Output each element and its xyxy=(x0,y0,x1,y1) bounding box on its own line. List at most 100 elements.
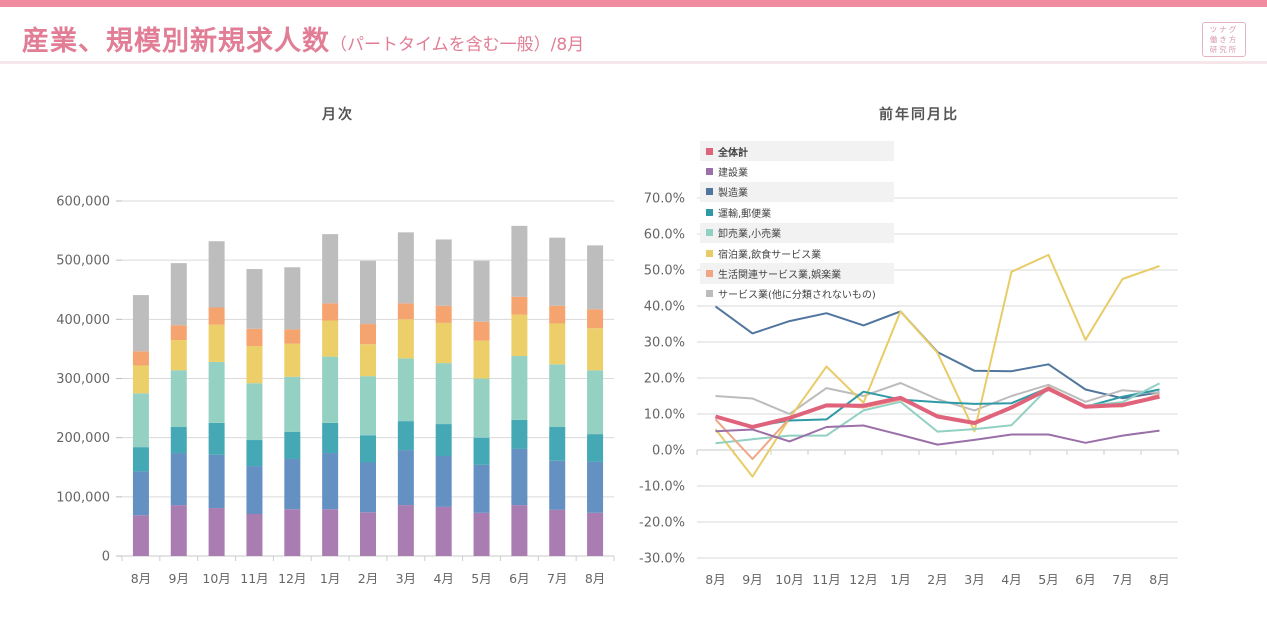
series-line xyxy=(714,386,1160,460)
y-tick-label: 10.0% xyxy=(644,408,685,423)
x-tick-label: 3月 xyxy=(964,572,984,587)
x-tick-label: 5月 xyxy=(1038,572,1058,587)
bar-segment xyxy=(435,456,452,507)
bar-segment xyxy=(587,461,604,513)
legend-item: 建設業 xyxy=(700,161,894,181)
legend-swatch xyxy=(706,249,713,257)
legend-item: 全体計 xyxy=(700,141,894,162)
bar-segment xyxy=(208,241,225,308)
bar-segment xyxy=(549,237,566,306)
bar-segment xyxy=(246,328,263,346)
bar-segment xyxy=(397,505,414,556)
bar-segment xyxy=(284,267,301,330)
legend-item: 製造業 xyxy=(700,181,894,203)
x-tick-label: 10月 xyxy=(775,572,803,587)
bar-segment xyxy=(435,506,452,556)
legend-item: 卸売業,小売業 xyxy=(700,222,894,243)
legend-label: 卸売業,小売業 xyxy=(718,229,782,241)
x-tick-label: 2月 xyxy=(927,572,947,587)
bar-segment xyxy=(587,512,604,556)
legend-swatch xyxy=(706,270,713,278)
bar-segment xyxy=(170,505,187,556)
line-chart-title: 前年同月比 xyxy=(879,107,959,123)
bar-segment xyxy=(587,328,604,371)
bar-segment xyxy=(435,322,452,364)
bar-segment xyxy=(473,321,490,341)
title-month: /8月 xyxy=(550,35,585,55)
bar-segment xyxy=(360,376,376,436)
x-tick-label: 2月 xyxy=(358,571,378,586)
page-header: 産業、規模別新規求人数（パートタイムを含む一般）/8月 ツナグ 働き方 研究所 xyxy=(0,7,1267,61)
x-tick-label: 4月 xyxy=(433,571,453,586)
bar-chart-title: 月次 xyxy=(322,107,354,123)
x-tick-label: 8月 xyxy=(585,571,605,586)
y-tick-label: 200,000 xyxy=(56,431,110,446)
bar-segment xyxy=(284,376,301,432)
x-tick-label: 8月 xyxy=(705,572,725,587)
x-tick-label: 8月 xyxy=(131,571,151,586)
bar-segment xyxy=(208,422,225,455)
top-accent-bar xyxy=(0,0,1267,7)
bar-segment xyxy=(322,320,339,357)
bar-segment xyxy=(322,453,339,510)
bar-segment xyxy=(511,296,528,315)
y-tick-label: 300,000 xyxy=(56,372,110,387)
bar-segment xyxy=(511,356,528,420)
bar-segment xyxy=(246,345,263,384)
logo: ツナグ 働き方 研究所 xyxy=(1202,22,1246,57)
x-tick-label: 3月 xyxy=(396,571,416,586)
y-tick-label: 30.0% xyxy=(644,336,685,351)
bar-segment xyxy=(360,324,376,345)
legend-label: 建設業 xyxy=(718,168,748,180)
x-tick-label: 9月 xyxy=(169,571,189,586)
bar-segment xyxy=(132,515,149,556)
x-tick-label: 10月 xyxy=(202,571,230,586)
page-title: 産業、規模別新規求人数（パートタイムを含む一般）/8月 xyxy=(22,19,584,58)
legend-swatch xyxy=(706,168,713,176)
series-line xyxy=(714,386,1160,429)
y-tick-label: 40.0% xyxy=(644,300,685,315)
y-tick-label: -10.0% xyxy=(639,480,685,495)
line-chart-legend: 全体計 建設業 製造業 運輸,郵便業 卸売業,小売業 宿泊業,飲食サービス業 生活関連サービ… xyxy=(700,141,894,304)
bar-segment xyxy=(397,319,414,359)
x-tick-label: 12月 xyxy=(849,572,877,587)
y-tick-label: 400,000 xyxy=(56,313,110,328)
bar-segment xyxy=(397,303,414,320)
x-tick-label: 7月 xyxy=(1112,572,1132,587)
bar-segment xyxy=(397,232,414,304)
y-tick-label: 600,000 xyxy=(56,195,110,210)
bar-segment xyxy=(435,363,452,425)
bar-segment xyxy=(435,305,452,323)
bar-segment xyxy=(208,324,225,362)
bar-segment xyxy=(208,454,225,509)
bar-segment xyxy=(511,314,528,357)
bar-segment xyxy=(397,358,414,422)
bar-segment xyxy=(360,512,376,556)
bar-segment xyxy=(549,364,566,428)
y-tick-label: 50.0% xyxy=(644,264,685,279)
bar-segment xyxy=(360,344,376,377)
legend-label: 全体計 xyxy=(718,147,748,159)
y-tick-label: 100,000 xyxy=(56,490,110,505)
bar-segment xyxy=(208,361,225,423)
bar-segment xyxy=(284,458,301,510)
bar-segment xyxy=(322,509,339,556)
bar-segment xyxy=(322,303,339,321)
bar-segment xyxy=(132,351,149,366)
bar-segment xyxy=(511,419,528,449)
bar-segment xyxy=(170,370,187,428)
logo-line: 働き方 xyxy=(1209,35,1239,44)
x-tick-label: 7月 xyxy=(547,571,567,586)
x-tick-label: 1月 xyxy=(890,572,910,587)
bar-segment xyxy=(549,323,566,365)
bar-segment xyxy=(360,462,376,513)
legend-swatch xyxy=(706,208,713,216)
bar-segment xyxy=(473,512,490,556)
legend-label: サービス業(他に分類されないもの) xyxy=(718,290,876,302)
bar-segment xyxy=(246,269,263,329)
series-line xyxy=(715,382,1160,415)
logo-line: 研究所 xyxy=(1209,45,1239,54)
x-tick-label: 6月 xyxy=(1075,572,1095,587)
legend-swatch xyxy=(706,229,713,237)
bar-segment xyxy=(549,427,566,461)
